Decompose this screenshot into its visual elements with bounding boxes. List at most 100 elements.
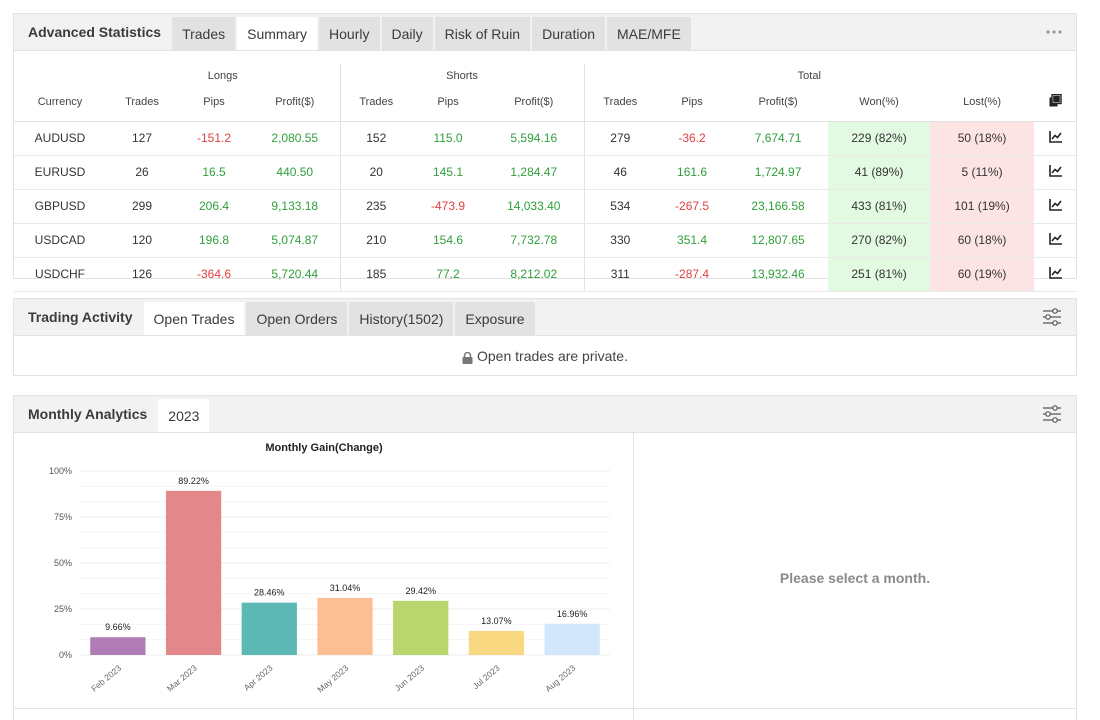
chart-line-icon[interactable]: [1034, 121, 1077, 156]
tab-open-trades[interactable]: Open Trades: [143, 302, 245, 335]
y-tick-label: 50%: [54, 558, 72, 568]
advanced-statistics-tabbar: Advanced Statistics Trades Summary Hourl…: [14, 14, 1076, 51]
tab-mae-mfe[interactable]: MAE/MFE: [607, 17, 691, 50]
cell-total-pips: 351.4: [656, 223, 729, 258]
y-tick-label: 25%: [54, 604, 72, 614]
bar-mar-2023[interactable]: [165, 490, 222, 655]
cell-longs-profit: 2,080.55: [250, 121, 341, 156]
cell-lost: 101 (19%): [930, 189, 1035, 224]
cell-longs-pips: -151.2: [178, 121, 250, 156]
table-row: EURUSD 26 16.5 440.50 20 145.1 1,284.47 …: [14, 155, 1077, 190]
sliders-icon[interactable]: [1042, 299, 1062, 335]
advanced-statistics-panel: Advanced Statistics Trades Summary Hourl…: [13, 13, 1077, 292]
tab-exposure[interactable]: Exposure: [455, 302, 535, 335]
bar-value-label: 13.07%: [481, 616, 512, 626]
cell-lost: 60 (18%): [930, 223, 1035, 258]
divider: [14, 708, 1076, 709]
tab-open-orders[interactable]: Open Orders: [246, 302, 348, 335]
cell-longs-profit: 440.50: [250, 155, 341, 190]
table-row: USDCHF 126 -364.6 5,720.44 185 77.2 8,21…: [14, 257, 1077, 292]
cell-lost: 60 (19%): [930, 257, 1035, 292]
cell-total-profit: 23,166.58: [728, 189, 829, 224]
col-shorts-pips: Pips: [412, 84, 485, 122]
bar-jun-2023[interactable]: [393, 600, 449, 655]
group-longs: Longs: [106, 64, 341, 84]
tab-risk-of-ruin[interactable]: Risk of Ruin: [434, 17, 531, 50]
bar-aug-2023[interactable]: [544, 623, 600, 655]
cell-shorts-trades: 20: [340, 155, 413, 190]
cell-longs-profit: 5,074.87: [250, 223, 341, 258]
cell-shorts-profit: 8,212.02: [484, 257, 585, 292]
chart-line-icon[interactable]: [1034, 155, 1077, 190]
chart-line-icon[interactable]: [1034, 189, 1077, 224]
cell-longs-pips: 196.8: [178, 223, 250, 258]
cell-lost: 50 (18%): [930, 121, 1035, 156]
cell-longs-pips: 16.5: [178, 155, 250, 190]
column-header-row: Currency Trades Pips Profit($) Trades Pi…: [14, 84, 1077, 122]
cell-total-pips: -287.4: [656, 257, 729, 292]
cell-longs-profit: 9,133.18: [250, 189, 341, 224]
cell-total-trades: 311: [584, 257, 657, 292]
y-tick-label: 75%: [54, 512, 72, 522]
monthly-gain-chart: Monthly Gain(Change) 0% 25% 50% 75% 100% 9.66…: [14, 433, 634, 720]
tab-summary[interactable]: Summary: [237, 17, 318, 50]
cell-won: 251 (81%): [828, 257, 931, 292]
summary-table: Longs Shorts Total Currency Trades Pips …: [14, 64, 1077, 292]
cell-won: 433 (81%): [828, 189, 931, 224]
cell-shorts-pips: 145.1: [412, 155, 485, 190]
trading-activity-tabbar: Trading Activity Open Trades Open Orders…: [14, 299, 1076, 336]
y-tick-label: 100%: [49, 466, 72, 476]
cell-total-pips: -36.2: [656, 121, 729, 156]
trading-activity-panel: Trading Activity Open Trades Open Orders…: [13, 298, 1077, 376]
table-row: GBPUSD 299 206.4 9,133.18 235 -473.9 14,…: [14, 189, 1077, 224]
cell-longs-pips: -364.6: [178, 257, 250, 292]
tab-duration[interactable]: Duration: [532, 17, 606, 50]
bar-apr-2023[interactable]: [241, 602, 297, 655]
tab-trades[interactable]: Trades: [172, 17, 236, 50]
cell-longs-profit: 5,720.44: [250, 257, 341, 292]
col-total-pips: Pips: [656, 84, 729, 122]
tab-hourly[interactable]: Hourly: [319, 17, 380, 50]
tab-history[interactable]: History(1502): [349, 302, 454, 335]
cell-currency: AUDUSD: [14, 121, 106, 156]
y-tick-label: 0%: [59, 650, 72, 660]
bar-may-2023[interactable]: [317, 597, 373, 655]
col-shorts-profit: Profit($): [484, 84, 585, 122]
cell-total-trades: 279: [584, 121, 657, 156]
cell-shorts-profit: 5,594.16: [484, 121, 585, 156]
select-month-hint: Please select a month.: [779, 570, 931, 586]
cell-lost: 5 (11%): [930, 155, 1035, 190]
cell-shorts-pips: -473.9: [412, 189, 485, 224]
bar-value-label: 29.42%: [405, 586, 436, 596]
bar-value-label: 9.66%: [105, 622, 131, 632]
group-total: Total: [797, 70, 821, 82]
copy-icon[interactable]: [1034, 84, 1077, 122]
table-row: AUDUSD 127 -151.2 2,080.55 152 115.0 5,5…: [14, 121, 1077, 156]
x-tick-label: Feb 2023: [89, 663, 123, 694]
bar-feb-2023[interactable]: [90, 637, 146, 655]
chart-line-icon[interactable]: [1034, 257, 1077, 292]
cell-longs-trades: 127: [106, 121, 178, 156]
chart-line-icon[interactable]: [1034, 223, 1077, 258]
group-shorts: Shorts: [340, 64, 585, 84]
monthly-analytics-title: Monthly Analytics: [28, 406, 148, 422]
cell-currency: GBPUSD: [14, 189, 106, 224]
col-longs-pips: Pips: [178, 84, 250, 122]
x-tick-label: Jun 2023: [393, 663, 426, 693]
trading-activity-title: Trading Activity: [28, 309, 133, 325]
tab-year-2023[interactable]: 2023: [158, 399, 210, 432]
sliders-icon[interactable]: [1042, 396, 1062, 432]
cell-total-pips: -267.5: [656, 189, 729, 224]
tab-daily[interactable]: Daily: [381, 17, 433, 50]
chart-title: Monthly Gain(Change): [265, 442, 383, 454]
col-longs-trades: Trades: [106, 84, 178, 122]
more-dots-icon[interactable]: [1046, 14, 1062, 50]
private-message: Open trades are private.: [477, 347, 628, 364]
private-notice: Open trades are private.: [14, 336, 1076, 375]
bar-jul-2023[interactable]: [468, 630, 525, 655]
monthly-gain-chart-svg: Monthly Gain(Change) 0% 25% 50% 75% 100% 9.66…: [49, 442, 610, 695]
bar-value-label: 31.04%: [330, 583, 361, 593]
cell-won: 270 (82%): [828, 223, 931, 258]
bar-value-label: 16.96%: [557, 609, 588, 619]
cell-longs-trades: 120: [106, 223, 178, 258]
